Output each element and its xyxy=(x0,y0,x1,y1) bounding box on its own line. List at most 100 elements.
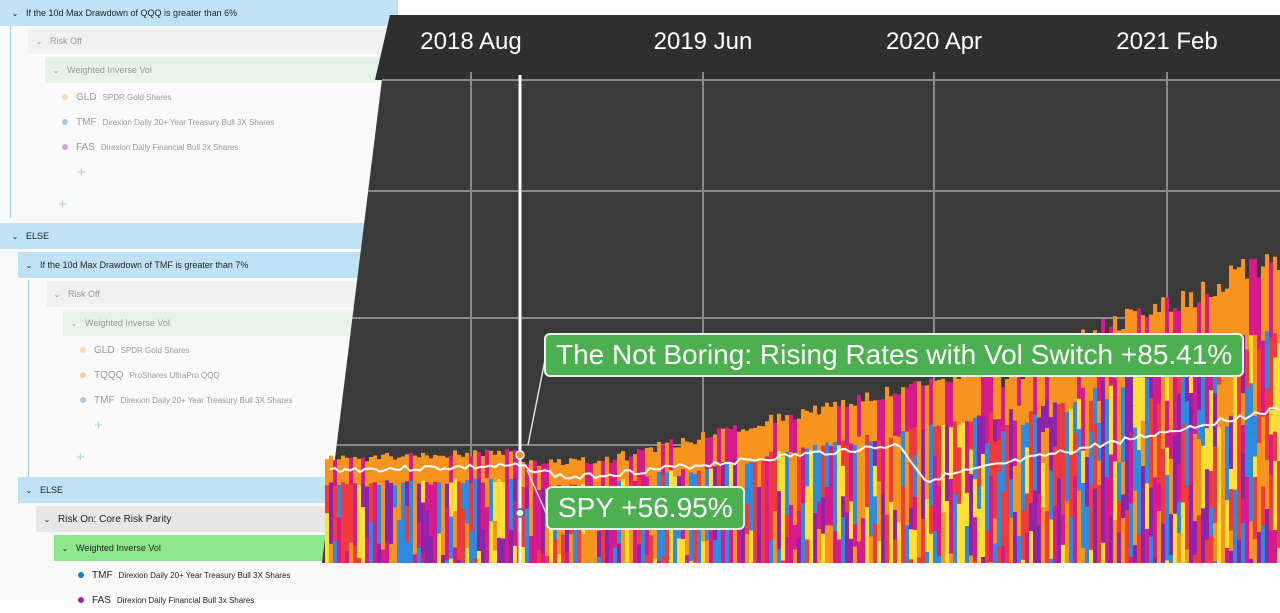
asset-row[interactable]: GLD SPDR Gold Shares xyxy=(80,337,189,363)
allocation-bar xyxy=(569,458,573,484)
allocation-bar xyxy=(1045,511,1049,563)
allocation-bar xyxy=(441,555,445,563)
risk-off-block[interactable]: ⌄ Risk Off xyxy=(46,281,394,307)
allocation-bar xyxy=(777,491,781,549)
allocation-bar xyxy=(1257,443,1261,532)
asset-row[interactable]: FAS Direxion Daily Financial Bull 3x Sha… xyxy=(62,134,238,160)
allocation-bar xyxy=(1213,393,1217,446)
allocation-bar xyxy=(1129,309,1133,372)
allocation-bar xyxy=(633,454,637,481)
x-tick-label: 2020 Apr xyxy=(886,28,982,56)
add-block-plus-icon[interactable]: + xyxy=(58,196,67,213)
allocation-bar xyxy=(781,456,785,493)
else-block[interactable]: ⌄ ELSE xyxy=(0,223,398,249)
chevron-down-icon[interactable]: ⌄ xyxy=(32,37,46,46)
allocation-bar xyxy=(541,553,545,563)
chevron-down-icon[interactable]: ⌄ xyxy=(67,319,81,328)
else-block[interactable]: ⌄ ELSE xyxy=(18,477,394,503)
allocation-bar xyxy=(849,404,853,444)
allocation-bar xyxy=(901,387,905,431)
chevron-down-icon[interactable]: ⌄ xyxy=(8,9,22,18)
allocation-bar xyxy=(1017,456,1021,536)
allocation-bar xyxy=(553,463,557,488)
condition-block-tmf[interactable]: ⌄ If the 10d Max Drawdown of TMF is grea… xyxy=(18,252,394,278)
add-asset-plus-icon[interactable]: + xyxy=(94,417,103,434)
allocation-bar xyxy=(453,450,457,478)
allocation-bar xyxy=(573,512,577,563)
allocation-bar xyxy=(1241,259,1245,335)
allocation-bar xyxy=(629,456,633,483)
condition-block-qqq[interactable]: ⌄ If the 10d Max Drawdown of QQQ is grea… xyxy=(0,0,398,26)
allocation-bar xyxy=(989,443,993,476)
allocation-bar xyxy=(653,558,657,563)
allocation-bar xyxy=(529,486,533,536)
allocation-bar xyxy=(753,521,757,563)
allocation-bar xyxy=(1125,309,1129,373)
allocation-bar xyxy=(1089,347,1093,401)
allocation-bar xyxy=(641,520,645,563)
allocation-bar xyxy=(1197,302,1201,367)
add-block-plus-icon[interactable]: + xyxy=(76,449,85,466)
allocation-bar xyxy=(1013,562,1017,563)
chevron-down-icon[interactable]: ⌄ xyxy=(22,261,36,270)
allocation-bar xyxy=(1145,483,1149,529)
allocation-bar xyxy=(525,464,529,489)
allocation-bar xyxy=(853,525,857,547)
allocation-bar xyxy=(969,375,973,422)
allocation-bar xyxy=(1181,424,1185,476)
allocation-bar xyxy=(1157,312,1161,375)
allocation-bar xyxy=(669,497,673,540)
risk-on-block[interactable]: ⌄ Risk On: Core Risk Parity xyxy=(36,506,394,532)
allocation-bar xyxy=(749,531,753,563)
allocation-bar xyxy=(1069,409,1073,455)
weighted-inverse-vol-block[interactable]: ⌄ Weighted Inverse Vol xyxy=(45,57,394,83)
allocation-bar xyxy=(401,456,405,483)
allocation-bar xyxy=(1173,372,1177,436)
weighted-inverse-vol-block[interactable]: ⌄ Weighted Inverse Vol xyxy=(63,310,394,336)
chevron-down-icon[interactable]: ⌄ xyxy=(40,515,54,524)
allocation-bar xyxy=(669,470,673,497)
allocation-bar xyxy=(1205,294,1209,361)
risk-off-block[interactable]: ⌄ Risk Off xyxy=(28,28,394,54)
chevron-down-icon[interactable]: ⌄ xyxy=(22,486,36,495)
allocation-bar xyxy=(697,471,701,498)
allocation-bar xyxy=(977,366,981,415)
asset-row[interactable]: TQQQ ProShares UltraPro QQQ xyxy=(80,362,220,388)
allocation-bar xyxy=(613,460,617,486)
allocation-bar xyxy=(1121,462,1125,495)
allocation-bar xyxy=(1189,430,1193,485)
allocation-bar xyxy=(993,519,997,544)
allocation-bar xyxy=(529,460,533,486)
asset-row[interactable]: TMF Direxion Daily 20+ Year Treasury Bul… xyxy=(78,562,290,588)
asset-description: Direxion Daily 20+ Year Treasury Bull 3X… xyxy=(121,396,293,405)
add-asset-plus-icon[interactable]: + xyxy=(77,164,86,181)
allocation-bar xyxy=(777,549,781,563)
allocation-bar xyxy=(873,466,877,497)
allocation-bar xyxy=(1061,403,1065,460)
allocation-bar xyxy=(841,441,845,466)
allocation-bar xyxy=(661,445,665,475)
weighted-inverse-vol-block[interactable]: ⌄ Weighted Inverse Vol xyxy=(54,535,394,561)
axis-header xyxy=(375,15,1280,80)
asset-row[interactable]: GLD SPDR Gold Shares xyxy=(62,84,171,110)
allocation-bar xyxy=(1205,540,1209,563)
allocation-bar xyxy=(837,466,841,540)
allocation-bar xyxy=(813,445,817,513)
allocation-bar xyxy=(1153,436,1157,477)
chevron-down-icon[interactable]: ⌄ xyxy=(50,290,64,299)
allocation-bar xyxy=(765,510,769,563)
block-title: Risk Off xyxy=(68,289,100,299)
asset-row[interactable]: FAS Direxion Daily Financial Bull 3x Sha… xyxy=(78,587,254,613)
allocation-bar xyxy=(833,531,837,563)
allocation-bar xyxy=(601,461,605,487)
allocation-bar xyxy=(757,460,761,487)
allocation-bar xyxy=(1213,363,1217,394)
chevron-down-icon[interactable]: ⌄ xyxy=(58,544,72,553)
asset-row[interactable]: TMF Direxion Daily 20+ Year Treasury Bul… xyxy=(62,109,274,135)
chevron-down-icon[interactable]: ⌄ xyxy=(49,66,63,75)
asset-row[interactable]: TMF Direxion Daily 20+ Year Treasury Bul… xyxy=(80,387,292,413)
allocation-bar xyxy=(1061,514,1065,544)
chevron-down-icon[interactable]: ⌄ xyxy=(8,232,22,241)
allocation-bar xyxy=(553,488,557,514)
allocation-bar xyxy=(1073,402,1077,433)
